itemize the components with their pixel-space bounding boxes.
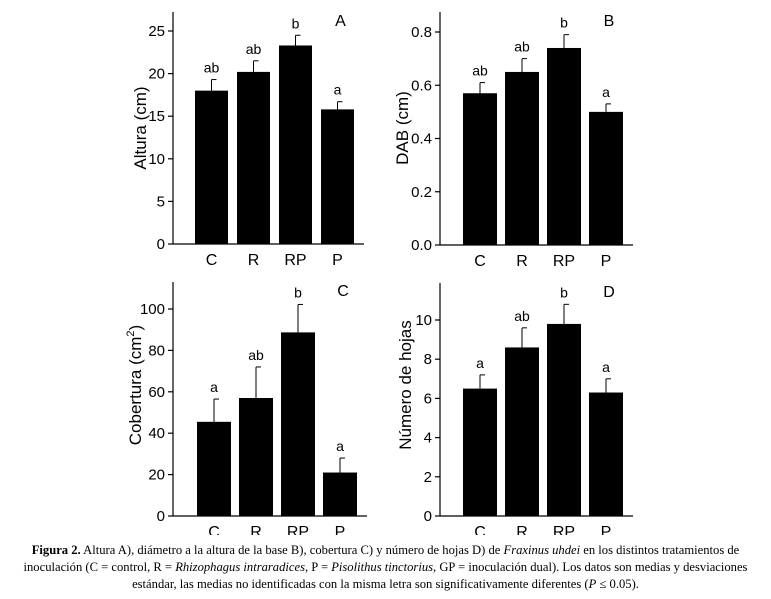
panel-a-ytick-label: 25	[148, 23, 165, 40]
panel-b-letter: B	[604, 13, 615, 30]
panel-a-bar-c	[195, 90, 228, 244]
panel-a-ylabel: Altura (cm)	[131, 86, 150, 169]
panel-b-ytick-label: 0.2	[411, 184, 432, 201]
caption-species: Fraxinus uhdei	[503, 543, 581, 557]
panel-c-ytick-label: 60	[148, 384, 165, 401]
panel-c-significance-label: b	[294, 284, 302, 300]
panel-a-category-label: RP	[284, 252, 306, 269]
panel-c-bar-rp	[281, 332, 315, 516]
panel-b-category-label: C	[474, 253, 486, 270]
panel-c-category-label: R	[250, 524, 262, 535]
panel-c-letter: C	[337, 283, 349, 300]
panel-b-ytick-label: 0.8	[411, 24, 432, 41]
panel-d-ytick-label: 2	[424, 469, 432, 486]
panel-a-letter: A	[335, 13, 346, 30]
panel-d-ytick-label: 0	[424, 508, 432, 525]
panel-d-ylabel: Número de hojas	[396, 320, 415, 449]
panel-a-ytick-label: 0	[157, 236, 165, 253]
panel-a-ytick-label: 20	[148, 66, 165, 83]
panel-b-significance-label: ab	[514, 39, 530, 55]
panel-a-category-label: C	[206, 252, 218, 269]
panel-b-category-label: P	[601, 253, 612, 270]
panel-b-bar-r	[505, 71, 539, 245]
panel-d-ytick-label: 10	[415, 312, 432, 329]
panel-c-significance-label: a	[210, 379, 218, 395]
panel-c-category-label: C	[208, 524, 220, 535]
panel-a-category-label: P	[332, 252, 343, 269]
caption-text-5: ≤ 0.05).	[596, 577, 639, 591]
panel-b-ytick-label: 0.0	[411, 237, 432, 254]
panel-b-ytick-label: 0.4	[411, 131, 432, 148]
panel-d-category-label: C	[474, 524, 486, 535]
figure-caption: Figura 2. Altura A), diámetro a la altur…	[6, 542, 765, 593]
caption-text-1: Altura A), diámetro a la altura de la ba…	[80, 543, 504, 557]
panel-b-ytick-label: 0.6	[411, 77, 432, 94]
panel-d-ytick-label: 8	[424, 351, 432, 368]
panel-c-bar-p	[323, 472, 357, 516]
panel-d-bar-r	[505, 347, 539, 516]
panel-d-significance-label: ab	[514, 308, 530, 324]
panel-b-bar-c	[463, 93, 497, 245]
panel-d-bar-p	[589, 392, 623, 516]
panel-c-bar-r	[239, 398, 273, 516]
panel-a-significance-label: ab	[246, 41, 262, 57]
panel-a-significance-label: a	[334, 82, 342, 98]
caption-text-4: , GP = inoculación dual). Los datos son …	[132, 560, 748, 591]
panel-b-significance-label: a	[602, 84, 610, 100]
panel-a-bar-p	[321, 109, 354, 244]
panel-d-bar-c	[463, 388, 497, 516]
caption-text-3: , P =	[304, 560, 332, 574]
panel-d-letter: D	[603, 284, 615, 301]
panel-a-ytick-label: 5	[157, 193, 165, 210]
panel-d-ytick-label: 6	[424, 390, 432, 407]
panel-b-category-label: R	[516, 253, 528, 270]
panel-c-ytick-label: 0	[157, 508, 165, 525]
panel-a-significance-label: ab	[204, 60, 220, 76]
caption-text-2: en los distintos tratamientos de inocula…	[23, 543, 740, 574]
panel-b-ylabel: DAB (cm)	[393, 91, 412, 165]
panel-d-ytick-label: 4	[424, 430, 432, 447]
panel-a-ytick-label: 10	[148, 151, 165, 168]
panel-b-significance-label: b	[560, 15, 568, 31]
panel-a-bar-rp	[279, 45, 312, 244]
panel-c-ytick-label: 20	[148, 467, 165, 484]
panel-a-bar-r	[237, 71, 270, 245]
caption-pisolithus: Pisolithus tinctorius	[331, 560, 434, 574]
panel-c-category-label: RP	[287, 524, 309, 535]
panel-d-significance-label: a	[476, 355, 484, 371]
panel-d-significance-label: a	[602, 359, 610, 375]
panel-a-category-label: R	[248, 252, 260, 269]
panel-c-significance-label: a	[336, 438, 344, 454]
panel-d-bar-rp	[547, 323, 581, 516]
panel-b-category-label: RP	[553, 253, 575, 270]
panel-c-ytick-label: 80	[148, 342, 165, 359]
panel-b-bar-rp	[547, 47, 581, 245]
caption-label: Figura 2.	[31, 543, 81, 557]
panel-c-ytick-label: 40	[148, 425, 165, 442]
panel-d-category-label: RP	[553, 524, 575, 535]
panel-d-significance-label: b	[560, 284, 568, 300]
panel-c-significance-label: ab	[248, 347, 264, 363]
panel-c-ytick-label: 100	[140, 301, 165, 318]
panel-c-ylabel: Cobertura (cm2)	[125, 325, 145, 445]
panel-b-significance-label: ab	[472, 63, 488, 79]
panel-b-bar-p	[589, 111, 623, 245]
panel-c-category-label: P	[335, 524, 346, 535]
caption-rhizophagus: Rhizophagus intraradices	[175, 560, 305, 574]
panel-a-significance-label: b	[292, 15, 300, 31]
panel-d-category-label: R	[516, 524, 528, 535]
panel-a-ytick-label: 15	[148, 108, 165, 125]
caption-p-symbol: P	[588, 577, 597, 591]
panel-d-category-label: P	[601, 524, 612, 535]
panel-c-bar-c	[197, 421, 231, 516]
